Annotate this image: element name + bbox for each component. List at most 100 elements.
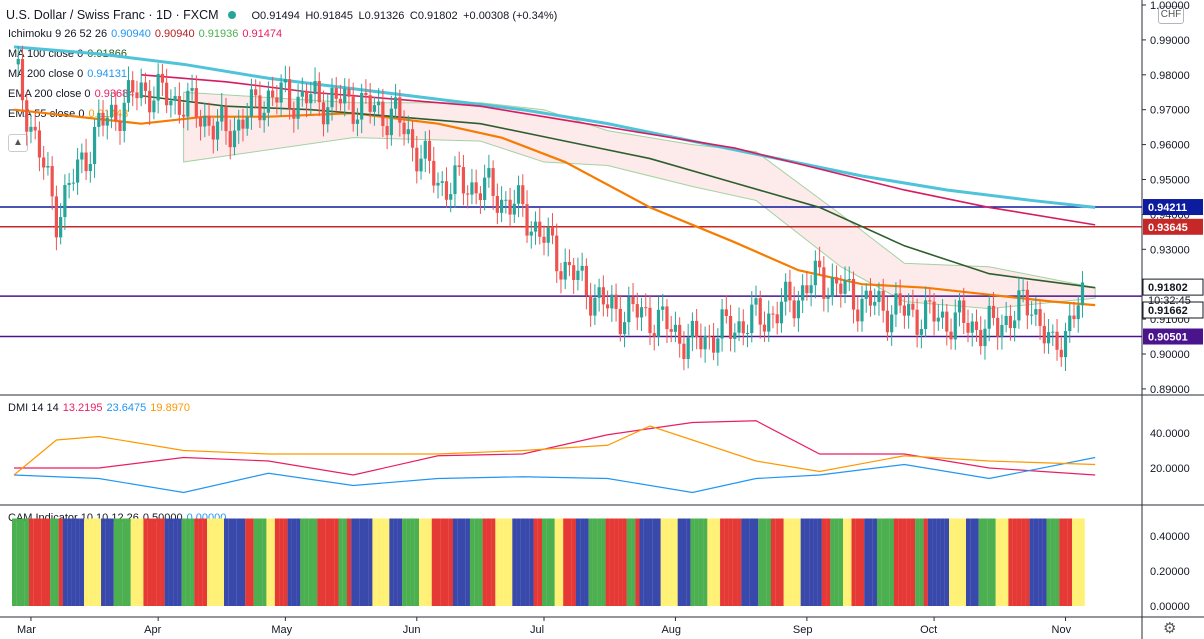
candle-body: [678, 324, 682, 344]
candle-body: [949, 331, 953, 340]
price-tick-label: 0.97000: [1150, 105, 1190, 117]
cam-bar: [368, 518, 373, 606]
cam-bar: [1067, 518, 1073, 606]
cam-bar: [75, 518, 80, 606]
cam-bar: [211, 518, 216, 606]
candle-body: [474, 182, 478, 194]
candle-body: [194, 88, 198, 117]
candle-body: [461, 167, 466, 194]
candle-body: [813, 260, 817, 286]
candle-body: [614, 294, 618, 309]
cam-bar: [631, 518, 636, 606]
candle-body: [288, 79, 292, 109]
candle-body: [80, 152, 84, 160]
collapse-legend-button[interactable]: ▲: [8, 134, 28, 152]
price-tick-label: 0.89000: [1150, 384, 1190, 396]
cam-bar: [202, 518, 208, 606]
cam-bar: [486, 518, 492, 606]
candle-body: [483, 177, 487, 200]
candle-body: [169, 100, 173, 106]
cam-bar: [126, 518, 131, 606]
price-tag-label: 0.91802: [1148, 282, 1188, 294]
cam-bar: [571, 518, 576, 606]
cam-bar: [1029, 518, 1034, 606]
candle-body: [237, 119, 241, 131]
cam-bar: [982, 518, 988, 606]
cam-bar: [249, 518, 254, 606]
candle-body: [300, 90, 304, 97]
candle-body: [394, 97, 398, 109]
candle-body: [504, 199, 508, 201]
candle-body: [495, 195, 499, 213]
candle-body: [177, 96, 181, 115]
candle-body: [71, 182, 75, 184]
indicator-value: 13.2195: [62, 402, 103, 414]
cam-bar: [643, 518, 649, 606]
candle-body: [784, 281, 788, 302]
dmi-tick-label: 40.0000: [1150, 428, 1190, 440]
candle-body: [296, 96, 300, 119]
cam-bar: [393, 518, 398, 606]
cam-bar: [232, 518, 237, 606]
cam-bar: [105, 518, 110, 606]
cam-bar: [1072, 518, 1077, 606]
cam-bar: [558, 518, 564, 606]
cam-bar: [1063, 518, 1068, 606]
cam-bar: [363, 518, 369, 606]
indicator-name: Ichimoku 9 26 52 26: [8, 28, 108, 40]
indicator-name: DMI 14 14: [8, 402, 59, 414]
ma-line-ma-200: [13, 45, 1096, 209]
cam-bar: [957, 518, 962, 606]
cam-bar: [508, 518, 513, 606]
dmi-line: [13, 425, 1096, 476]
cam-bar: [1025, 518, 1030, 606]
candle-body: [245, 116, 249, 129]
level-price-tag: [1143, 199, 1203, 216]
cam-bar: [618, 518, 623, 606]
ohlc-low: L0.91326: [358, 10, 405, 22]
candle-body: [101, 112, 105, 126]
candle-body: [716, 338, 720, 353]
indicator-legend[interactable]: EMA 200 close 0 0.93684: [6, 88, 137, 100]
indicator-legend[interactable]: MA 200 close 0 0.94131: [6, 68, 129, 80]
candle-body: [126, 80, 131, 103]
cam-bar: [45, 518, 51, 606]
cam-bar: [601, 518, 606, 606]
currency-button[interactable]: CHF: [1158, 6, 1184, 24]
level-price-tag: [1143, 218, 1203, 235]
settings-gear-icon[interactable]: ⚙: [1163, 620, 1177, 637]
candle-body: [771, 313, 775, 315]
candle-body: [932, 301, 936, 322]
candle-body: [728, 316, 733, 339]
candle-body: [737, 321, 741, 333]
cam-bar: [999, 518, 1005, 606]
cam-bar: [436, 518, 441, 606]
candle-body: [148, 90, 152, 113]
cam-bar: [325, 518, 331, 606]
candle-body: [826, 297, 830, 299]
indicator-value: 0.91936: [198, 28, 239, 40]
cam-bar: [181, 518, 186, 606]
indicator-value: 0.91474: [242, 28, 283, 40]
dmi-legend[interactable]: DMI 14 14 13.2195 23.6475 19.8970: [6, 402, 193, 414]
candle-body: [919, 329, 923, 335]
price-tick-label: 0.90000: [1150, 349, 1190, 361]
candle-body: [712, 336, 716, 353]
cam-bar: [346, 518, 352, 606]
cam-bar: [834, 518, 839, 606]
cam-bar: [648, 518, 653, 606]
cam-bar: [860, 518, 865, 606]
candle-body: [186, 90, 190, 117]
candle-body: [996, 317, 1000, 337]
candle-body: [779, 301, 784, 324]
cam-bar: [724, 518, 729, 606]
candle-body: [198, 116, 203, 127]
indicator-legend[interactable]: Ichimoku 9 26 52 26 0.90940 0.90940 0.91936…: [6, 28, 285, 40]
dmi-line: [14, 420, 1096, 476]
candle-body: [330, 87, 334, 108]
candle-body: [347, 88, 351, 97]
candle-body: [792, 300, 796, 319]
candle-body: [1051, 331, 1055, 333]
cam-bar: [317, 518, 322, 606]
